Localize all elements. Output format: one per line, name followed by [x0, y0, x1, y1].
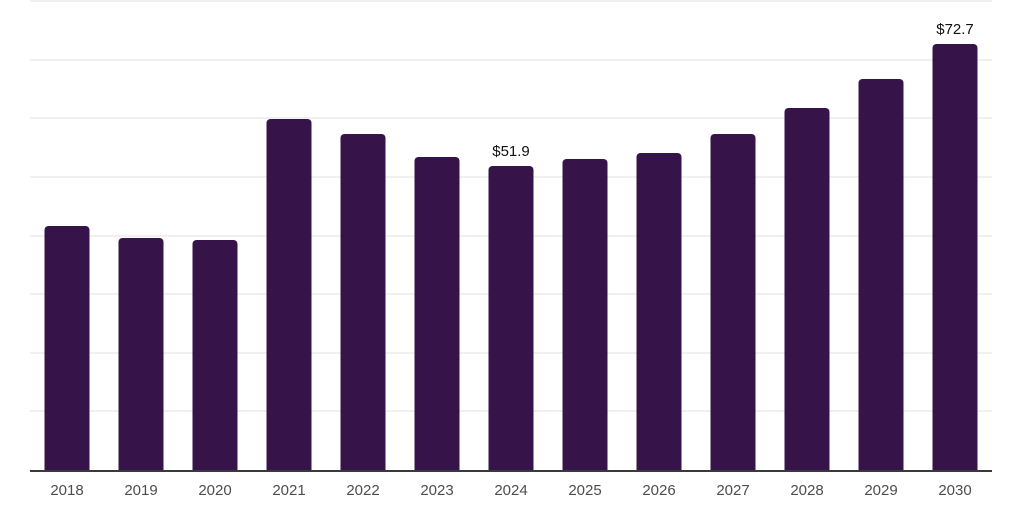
x-tick-2027: 2027 [716, 482, 750, 499]
value-label-2030: $72.7 [936, 20, 974, 38]
bars-container: $51.9 $72.7 [30, 1, 992, 470]
bar-slot-2024: $51.9 [474, 1, 548, 470]
bar-slot-2028 [770, 1, 844, 470]
bar-2022[interactable] [340, 134, 386, 470]
bar-2018[interactable] [44, 225, 90, 470]
x-tick-2023: 2023 [420, 482, 454, 499]
x-tick-2029: 2029 [864, 482, 898, 499]
x-tick-2021: 2021 [272, 482, 306, 499]
bar-slot-2020 [178, 1, 252, 470]
bar-2025[interactable] [562, 158, 608, 470]
x-tick-2030: 2030 [938, 482, 972, 499]
bar-2021[interactable] [266, 118, 312, 470]
x-axis-labels: 2018 2019 2020 2021 2022 2023 2024 2025 2026 2027… [30, 482, 992, 499]
bar-2020[interactable] [192, 240, 238, 470]
bar-slot-2023 [400, 1, 474, 470]
gridline-60 [30, 117, 992, 120]
x-tick-2022: 2022 [346, 482, 380, 499]
bar-2026[interactable] [636, 152, 682, 470]
value-label-2024: $51.9 [492, 142, 530, 160]
x-tick-2024: 2024 [494, 482, 528, 499]
bar-2027[interactable] [710, 134, 756, 470]
gridline-70 [30, 58, 992, 61]
bar-slot-2027 [696, 1, 770, 470]
x-tick-2028: 2028 [790, 482, 824, 499]
x-tick-2020: 2020 [198, 482, 232, 499]
plot-area: $51.9 $72.7 [30, 0, 992, 472]
bar-2023[interactable] [414, 156, 460, 470]
bar-slot-2019 [104, 1, 178, 470]
x-tick-2018: 2018 [50, 482, 84, 499]
x-tick-2025: 2025 [568, 482, 602, 499]
bar-2029[interactable] [858, 78, 904, 470]
bar-slot-2026 [622, 1, 696, 470]
bar-2019[interactable] [118, 238, 164, 470]
bar-2028[interactable] [784, 107, 830, 470]
bar-slot-2029 [844, 1, 918, 470]
bar-slot-2021 [252, 1, 326, 470]
bar-2024[interactable] [488, 165, 534, 470]
bar-slot-2025 [548, 1, 622, 470]
bar-slot-2030: $72.7 [918, 1, 992, 470]
bar-slot-2018 [30, 1, 104, 470]
x-tick-2026: 2026 [642, 482, 676, 499]
gridline-80 [30, 0, 992, 2]
bar-slot-2022 [326, 1, 400, 470]
bar-2030[interactable] [932, 43, 978, 470]
x-tick-2019: 2019 [124, 482, 158, 499]
